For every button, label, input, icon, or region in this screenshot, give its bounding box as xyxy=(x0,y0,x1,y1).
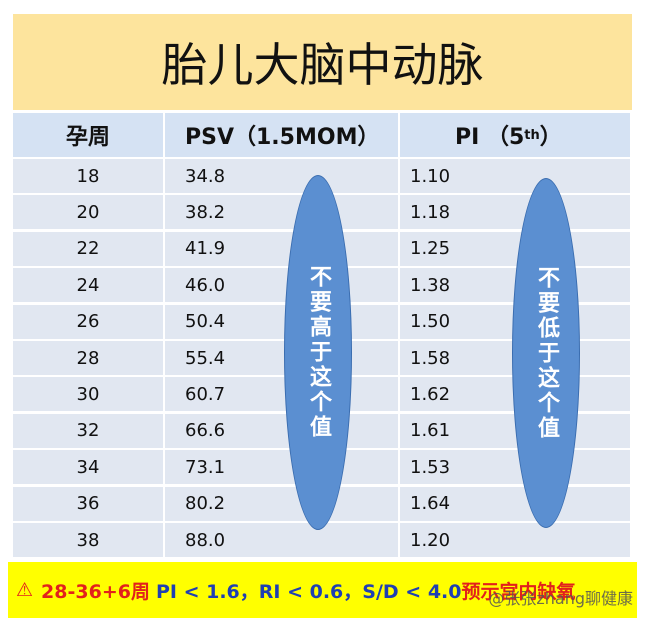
pi-cell: 1.25 xyxy=(400,231,632,266)
header-week: 孕周 xyxy=(13,113,165,157)
week-cell: 32 xyxy=(13,413,165,448)
psv-cell: 88.0 xyxy=(165,523,400,557)
psv-cell: 73.1 xyxy=(165,450,400,485)
header-psv: PSV（1.5MOM） xyxy=(165,113,400,157)
psv-cell: 41.9 xyxy=(165,231,400,266)
week-cell: 34 xyxy=(13,450,165,485)
psv-cell: 80.2 xyxy=(165,486,400,521)
pi-note: 不要低于这个值 xyxy=(534,265,559,441)
psv-cell: 55.4 xyxy=(165,341,400,375)
footer-weeks: 28-36+6周 xyxy=(41,580,150,603)
week-cell: 38 xyxy=(13,523,165,557)
pi-note-oval: 不要低于这个值 xyxy=(512,178,580,528)
week-cell: 22 xyxy=(13,231,165,266)
header-pi-close: ） xyxy=(539,125,562,150)
header-pi-sup: th xyxy=(524,127,540,143)
watermark: @张张zhang聊健康 xyxy=(488,589,633,608)
psv-cell: 46.0 xyxy=(165,268,400,303)
pi-cell: 1.20 xyxy=(400,523,632,557)
footer-meaning: 预示宫内缺氧 xyxy=(461,580,576,603)
psv-note: 不要高于这个值 xyxy=(306,265,331,440)
pi-cell: 1.53 xyxy=(400,450,632,485)
footer: ⚠ 28-36+6周 PI < 1.6，RI < 0.6，S/D < 4.0 预… xyxy=(8,562,637,618)
psv-cell: 38.2 xyxy=(165,195,400,230)
week-cell: 20 xyxy=(13,195,165,230)
warning-icon: ⚠ xyxy=(16,579,34,601)
header-pi: PI （5 th） xyxy=(400,113,632,157)
week-cell: 24 xyxy=(13,268,165,303)
psv-cell: 66.6 xyxy=(165,413,400,448)
psv-note-oval: 不要高于这个值 xyxy=(284,175,352,530)
psv-cell: 34.8 xyxy=(165,159,400,193)
week-cell: 36 xyxy=(13,486,165,521)
pi-cell: 1.64 xyxy=(400,486,632,521)
week-cell: 30 xyxy=(13,377,165,412)
week-cell: 26 xyxy=(13,304,165,339)
psv-cell: 50.4 xyxy=(165,304,400,339)
pi-cell: 1.10 xyxy=(400,159,632,193)
pi-cell: 1.18 xyxy=(400,195,632,230)
week-cell: 28 xyxy=(13,341,165,375)
week-cell: 18 xyxy=(13,159,165,193)
footer-criteria: PI < 1.6，RI < 0.6，S/D < 4.0 xyxy=(155,580,462,603)
header-pi-main: PI （5 xyxy=(455,125,525,150)
title: 胎儿大脑中动脉 xyxy=(13,14,632,110)
psv-cell: 60.7 xyxy=(165,377,400,412)
